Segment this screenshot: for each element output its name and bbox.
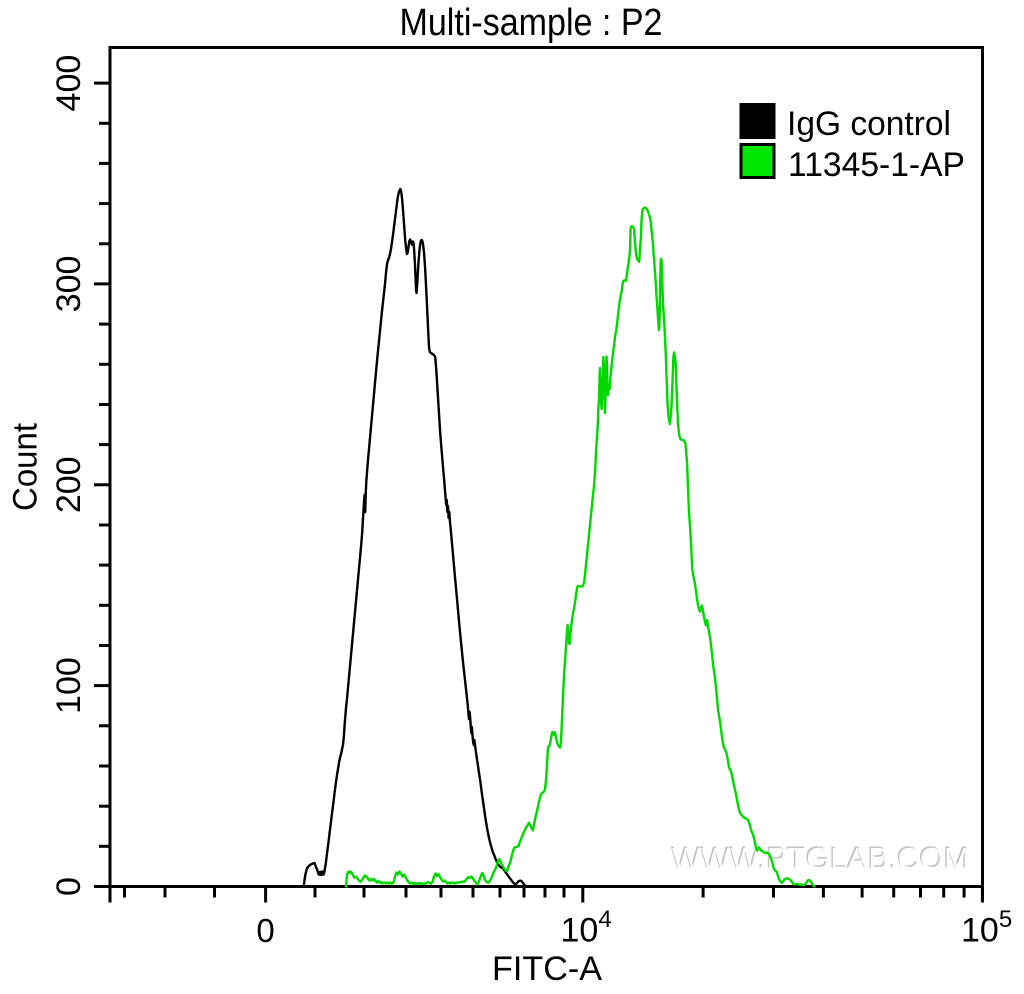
- svg-text:11345-1-AP: 11345-1-AP: [788, 146, 965, 184]
- svg-text:Multi-sample : P2: Multi-sample : P2: [400, 2, 663, 44]
- svg-text:WWW.PTGLAB.COM: WWW.PTGLAB.COM: [672, 841, 970, 876]
- svg-text:105: 105: [961, 906, 1012, 950]
- svg-text:Count: Count: [7, 422, 45, 511]
- svg-text:FITC-A: FITC-A: [492, 950, 602, 988]
- svg-text:IgG control: IgG control: [787, 105, 951, 143]
- svg-text:200: 200: [50, 456, 88, 513]
- svg-text:400: 400: [50, 55, 88, 112]
- svg-text:100: 100: [50, 657, 88, 714]
- svg-text:WWW.PTGLAB.COM: WWW.PTGLAB.COM: [671, 840, 969, 875]
- svg-text:0: 0: [50, 877, 88, 896]
- svg-text:0: 0: [256, 912, 274, 949]
- svg-text:300: 300: [50, 256, 88, 313]
